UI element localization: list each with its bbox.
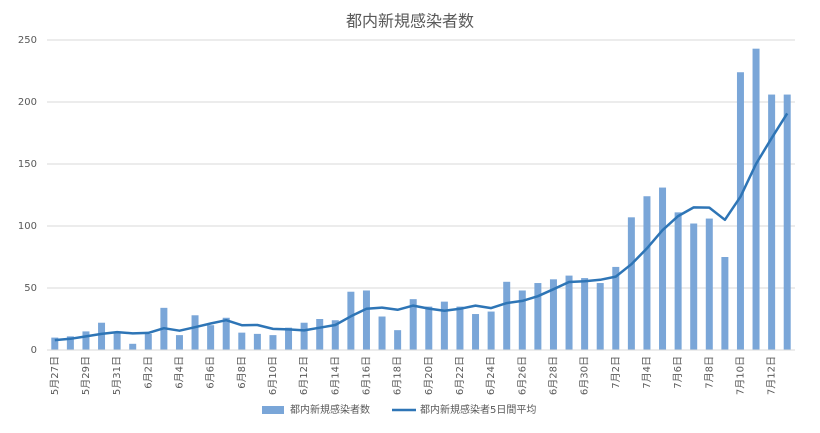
y-tick-label: 250 <box>18 35 37 46</box>
bar <box>378 316 386 350</box>
bar <box>549 279 557 350</box>
x-tick-label: 6月22日 <box>454 356 466 395</box>
x-tick-label: 7月6日 <box>672 356 684 389</box>
bar <box>394 330 402 350</box>
bar <box>347 291 355 350</box>
bar <box>285 327 293 350</box>
bar <box>534 283 542 350</box>
bar <box>300 322 308 350</box>
x-tick-label: 6月12日 <box>298 356 310 395</box>
x-tick-label: 7月4日 <box>641 356 653 389</box>
bar <box>472 314 480 350</box>
bar <box>191 315 199 350</box>
bar <box>503 281 511 350</box>
bar <box>736 72 744 351</box>
x-tick-label: 6月2日 <box>142 356 154 389</box>
x-tick-label: 6月26日 <box>516 356 528 395</box>
bar <box>440 301 448 350</box>
y-tick-label: 0 <box>31 345 37 356</box>
bar <box>113 332 121 350</box>
bar <box>253 333 261 350</box>
x-tick-label: 6月8日 <box>236 356 248 389</box>
bar <box>409 299 417 350</box>
bar <box>316 319 324 350</box>
line <box>54 112 789 342</box>
y-tick-label: 150 <box>18 159 37 170</box>
x-tick-label: 7月8日 <box>703 356 715 389</box>
legend-swatch <box>262 406 284 414</box>
bar <box>612 266 620 350</box>
bar <box>518 290 526 350</box>
bar <box>752 48 760 351</box>
bar <box>721 257 729 350</box>
x-tick-label: 6月6日 <box>205 356 217 389</box>
y-tick-label: 50 <box>24 283 37 294</box>
bar <box>144 333 152 350</box>
bar <box>51 337 59 350</box>
bar <box>596 283 604 350</box>
bar <box>425 306 433 350</box>
x-tick-label: 5月29日 <box>80 356 92 395</box>
x-tick-label: 6月14日 <box>329 356 341 395</box>
bar <box>175 335 183 350</box>
bar <box>565 275 573 350</box>
bar <box>238 332 246 350</box>
bar <box>581 278 589 350</box>
x-tick-label: 5月31日 <box>111 356 123 395</box>
x-tick-label: 6月4日 <box>173 356 185 389</box>
bar <box>627 217 635 350</box>
bar <box>362 290 370 350</box>
bar <box>98 322 106 350</box>
bar <box>690 223 698 350</box>
x-tick-label: 7月2日 <box>610 356 622 389</box>
y-tick-label: 200 <box>18 97 37 108</box>
bar <box>207 325 215 350</box>
x-tick-label: 6月18日 <box>392 356 404 395</box>
bar <box>82 331 90 350</box>
x-tick-label: 6月28日 <box>547 356 559 395</box>
bar <box>768 94 776 350</box>
bar <box>456 306 464 350</box>
bar <box>674 212 682 350</box>
bar <box>783 94 791 350</box>
bar <box>269 335 277 350</box>
x-tick-label: 6月30日 <box>579 356 591 395</box>
x-tick-label: 7月10日 <box>734 356 746 395</box>
bar <box>487 311 495 350</box>
bar <box>705 218 713 350</box>
x-tick-label: 7月12日 <box>766 356 778 395</box>
legend-label: 都内新規感染者5日間平均 <box>420 403 536 416</box>
x-tick-label: 5月27日 <box>49 356 61 395</box>
x-tick-label: 6月16日 <box>360 356 372 395</box>
bar <box>331 320 339 350</box>
bar <box>643 196 651 350</box>
bar <box>129 343 137 350</box>
x-tick-label: 6月24日 <box>485 356 497 395</box>
legend-label: 都内新規感染者数 <box>290 403 370 416</box>
x-tick-label: 6月20日 <box>423 356 435 395</box>
x-tick-label: 6月10日 <box>267 356 279 395</box>
chart-title: 都内新規感染者数 <box>346 12 474 31</box>
y-tick-label: 100 <box>18 221 37 232</box>
bar <box>222 317 230 350</box>
bar <box>659 187 667 350</box>
bar <box>66 336 74 350</box>
